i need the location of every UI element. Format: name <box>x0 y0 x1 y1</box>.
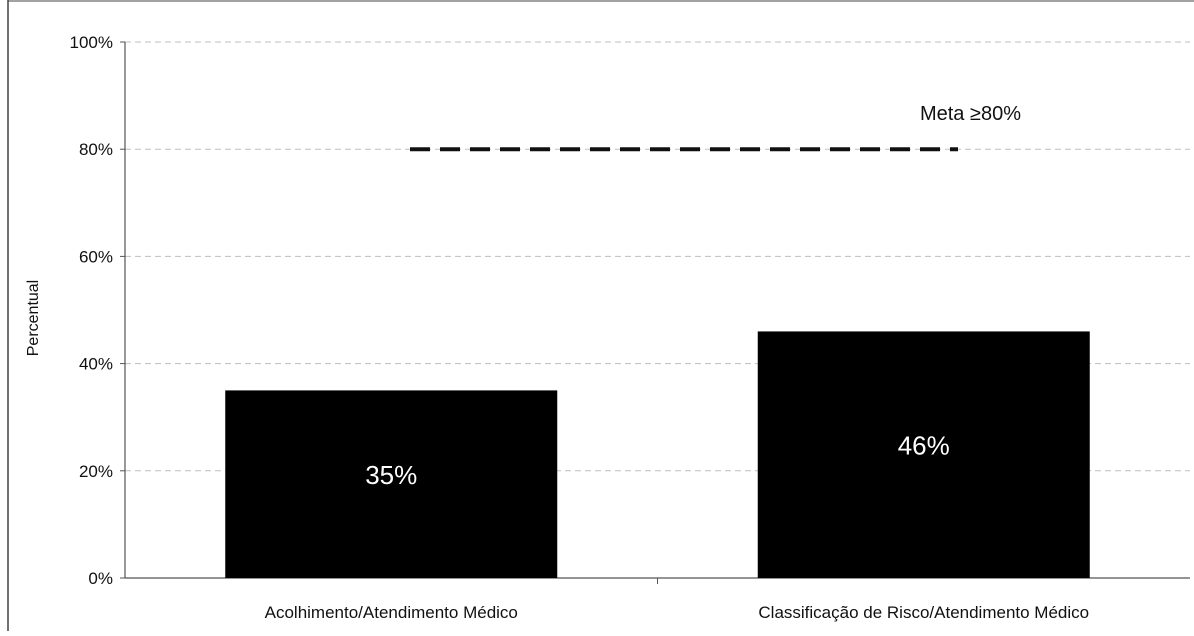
y-tick-label-20: 20% <box>79 462 113 481</box>
x-category-label-0: Acolhimento/Atendimento Médico <box>265 603 518 622</box>
y-tick-label-60: 60% <box>79 247 113 266</box>
reference-line-group: Meta ≥80% <box>410 103 1021 152</box>
x-category-labels: Acolhimento/Atendimento Médico Classifica… <box>265 603 1089 622</box>
bar-data-label-0: 35% <box>365 460 417 490</box>
y-tick-label-0: 0% <box>88 569 113 588</box>
y-tick-label-100: 100% <box>70 33 113 52</box>
bar-0 <box>225 390 558 578</box>
bar-1 <box>757 331 1090 578</box>
x-category-label-1: Classificação de Risco/Atendimento Médic… <box>758 603 1089 622</box>
target-reference-label: Meta ≥80% <box>920 103 1021 125</box>
y-axis-label: Percentual <box>25 280 42 357</box>
y-tick-label-80: 80% <box>79 140 113 159</box>
bars: 35% 46% <box>225 331 1090 578</box>
bar-data-label-1: 46% <box>898 431 950 461</box>
y-tick-label-40: 40% <box>79 355 113 374</box>
y-tick-labels: 0% 20% 40% 60% 80% 100% <box>70 33 113 588</box>
